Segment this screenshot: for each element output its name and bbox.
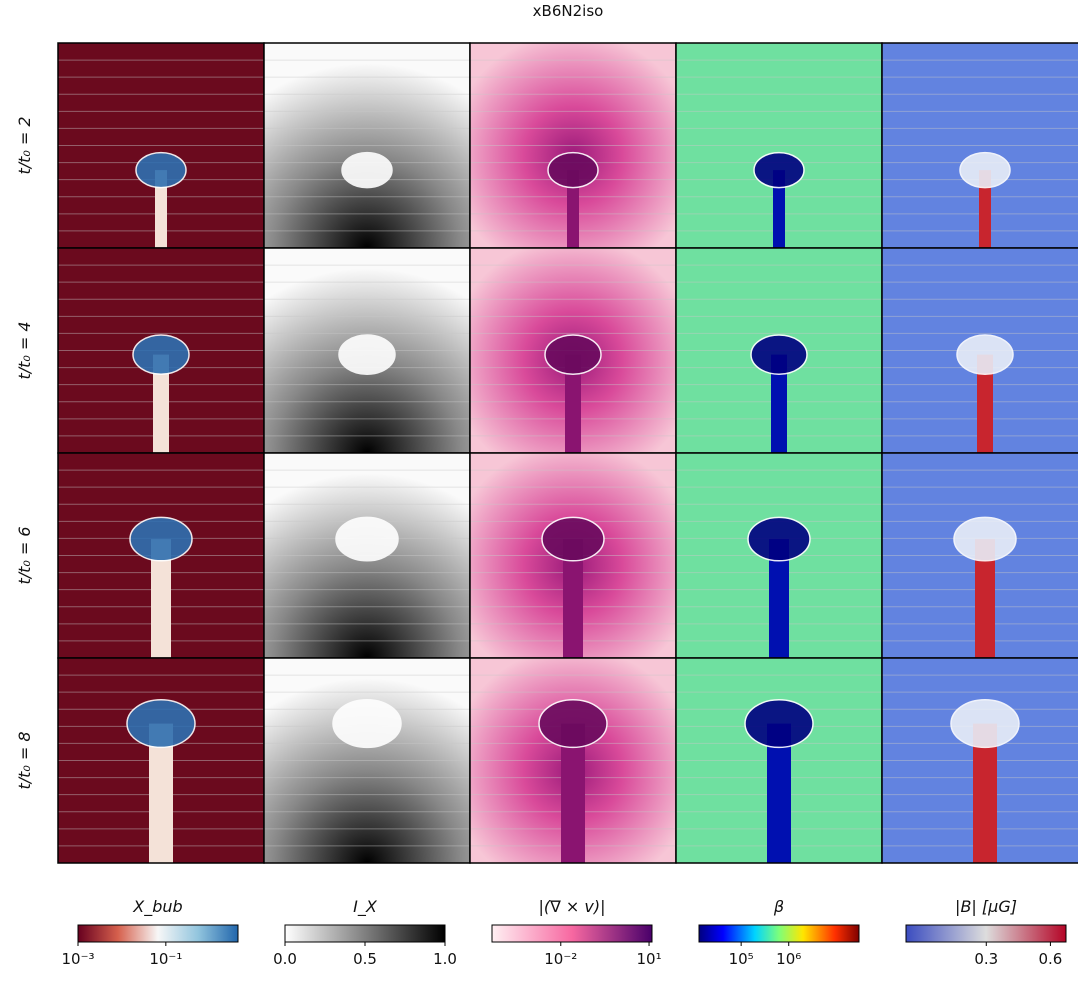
bubble: [548, 153, 598, 188]
bubble: [136, 153, 186, 188]
panel: [58, 43, 264, 248]
row-label: t/t₀ = 6: [15, 526, 34, 584]
bubble: [960, 153, 1010, 188]
bubble: [954, 517, 1016, 560]
colorbar-label: β: [773, 897, 784, 916]
panel: [264, 248, 470, 453]
panel: [676, 43, 882, 248]
colorbar-tick-label: 10¹: [636, 950, 661, 968]
colorbar-tick-label: 0.3: [974, 950, 998, 968]
panel: [58, 248, 264, 453]
panel: [264, 43, 470, 248]
bubble: [133, 335, 189, 374]
colorbar-tick-label: 1.0: [433, 950, 457, 968]
colorbar: [699, 925, 859, 942]
colorbar: [78, 925, 238, 942]
bubble: [339, 335, 395, 374]
colorbar-label: X_bub: [132, 897, 182, 917]
panel: [470, 43, 676, 248]
bubble: [336, 517, 398, 560]
colorbar-tick-label: 10⁻¹: [149, 950, 182, 968]
row-label: t/t₀ = 8: [15, 731, 34, 789]
bubble: [539, 700, 607, 748]
colorbar-tick-label: 10⁵: [729, 950, 754, 968]
bubble: [754, 153, 804, 188]
colorbar: [492, 925, 652, 942]
colorbar-tick-label: 10⁻²: [544, 950, 577, 968]
panel: [676, 453, 882, 658]
panel: [264, 453, 470, 658]
figure: xB6N2iso t/t₀ = 2 t/t₀ = 4 t/t₀ = 6 t/t₀ = …: [0, 0, 1078, 981]
bubble: [751, 335, 807, 374]
panel: [882, 658, 1078, 863]
panel: [470, 658, 676, 863]
panel: [882, 43, 1078, 248]
bubble: [333, 700, 401, 748]
colorbar: [285, 925, 445, 942]
bubble: [951, 700, 1019, 748]
panel: [470, 453, 676, 658]
colorbar-label: I_X: [353, 897, 378, 917]
bubble: [545, 335, 601, 374]
bubble: [127, 700, 195, 748]
panel: [676, 248, 882, 453]
colorbar-tick-label: 10⁶: [776, 950, 801, 968]
panel: [470, 248, 676, 453]
colorbar: [906, 925, 1066, 942]
colorbar-label: |B| [μG]: [955, 897, 1017, 916]
colorbar-tick-label: 10⁻³: [61, 950, 94, 968]
colorbar-tick-label: 0.0: [273, 950, 297, 968]
panel: [264, 658, 470, 863]
bubble: [745, 700, 813, 748]
bubble: [542, 517, 604, 560]
panel: [882, 248, 1078, 453]
panel: [676, 658, 882, 863]
row-label: t/t₀ = 2: [15, 116, 34, 174]
bubble: [342, 153, 392, 188]
bubble: [748, 517, 810, 560]
row-label: t/t₀ = 4: [15, 321, 34, 379]
figure-title: xB6N2iso: [533, 2, 604, 20]
colorbar-tick-label: 0.5: [353, 950, 377, 968]
panel: [58, 658, 264, 863]
bubble: [130, 517, 192, 560]
panel: [882, 453, 1078, 658]
bubble: [957, 335, 1013, 374]
panel: [58, 453, 264, 658]
colorbar-tick-label: 0.6: [1038, 950, 1062, 968]
colorbar-label: |(∇ × v)|: [538, 897, 605, 916]
